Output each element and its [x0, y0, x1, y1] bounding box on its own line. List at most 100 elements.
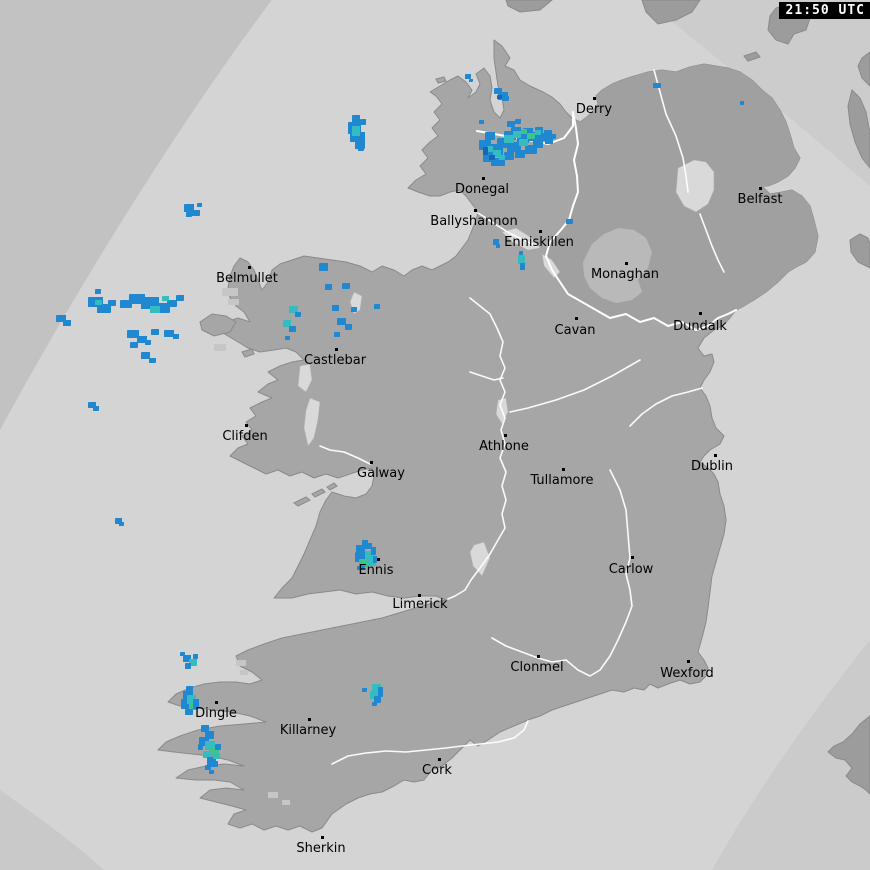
radar-echo-cell	[374, 304, 380, 309]
radar-echo-cell	[345, 324, 352, 330]
radar-echo-cell	[201, 725, 209, 732]
city-dot-killarney	[308, 718, 311, 721]
city-label-clifden: Clifden	[222, 429, 268, 444]
city-dot-tullamore	[562, 468, 565, 471]
lough-mask	[297, 363, 313, 393]
river-shannon	[447, 297, 507, 600]
radar-echo-cell	[211, 761, 218, 767]
city-dot-belmullet	[248, 266, 251, 269]
radar-echo-cell	[504, 152, 514, 160]
scottish-isle	[641, 0, 701, 25]
lough-derg	[469, 541, 491, 577]
radar-echo-cell	[740, 101, 744, 105]
radar-echo-cell	[173, 334, 179, 339]
radar-echo-cell	[504, 135, 514, 143]
radar-echo-cell	[519, 251, 523, 255]
radar-echo-cell	[362, 540, 368, 545]
radar-echo-cell	[285, 336, 290, 340]
aran-island	[311, 488, 326, 498]
radar-echo-cell	[521, 129, 527, 134]
river-boyne	[629, 387, 703, 427]
city-label-dundalk: Dundalk	[673, 319, 727, 334]
radar-echo-cell	[325, 284, 332, 290]
galloway-coast	[849, 233, 870, 269]
rathlin-island	[743, 51, 761, 62]
radar-echo-cell	[332, 305, 339, 311]
city-dot-enniskillen	[539, 230, 542, 233]
city-label-ballyshannon: Ballyshannon	[430, 214, 518, 229]
radar-echo-cell	[198, 744, 203, 750]
radar-echo-cell	[334, 332, 340, 337]
city-dot-wexford	[687, 660, 690, 663]
radar-echo-cell	[550, 134, 556, 139]
radar-echo-cell	[209, 770, 214, 774]
radar-echo-cell	[487, 146, 493, 152]
radar-echo-cell	[507, 142, 521, 152]
radar-echo-cell	[465, 74, 471, 79]
radar-echo-cell	[525, 145, 537, 154]
aran-island	[293, 496, 311, 507]
radar-echo-cell	[493, 239, 499, 245]
radar-echo-cell	[342, 283, 350, 289]
river-lines	[319, 69, 725, 765]
radar-echo-cell	[513, 131, 521, 138]
radar-echo-cell	[485, 132, 495, 140]
city-label-castlebar: Castlebar	[303, 353, 367, 368]
radar-echo-cell	[137, 336, 147, 343]
radar-echo-cell	[566, 219, 573, 224]
radar-echo-cell	[519, 139, 528, 146]
city-dot-monaghan	[625, 262, 628, 265]
city-dot-carlow	[631, 556, 634, 559]
radar-echo-cell	[374, 696, 381, 703]
city-label-dublin: Dublin	[691, 459, 733, 474]
radar-range-edge-southwest	[0, 790, 104, 870]
clare-island	[241, 348, 255, 358]
radar-echo-cell	[97, 304, 111, 313]
city-dot-castlebar	[335, 348, 338, 351]
achill-island	[199, 313, 237, 337]
city-label-wexford: Wexford	[660, 666, 714, 681]
city-label-tullamore: Tullamore	[530, 473, 594, 488]
city-label-athlone: Athlone	[479, 439, 529, 454]
city-label-clonmel: Clonmel	[510, 660, 564, 675]
radar-echo-cell	[193, 699, 199, 709]
radar-echo-cell	[127, 330, 139, 338]
radar-echo-cell	[176, 295, 184, 301]
radar-echo-cell	[371, 547, 376, 555]
city-label-dingle: Dingle	[195, 706, 237, 721]
radar-range-edge-northeast	[645, 0, 870, 186]
radar-echo-cell	[145, 340, 151, 345]
city-dot-galway	[370, 461, 373, 464]
radar-echo-cell	[205, 765, 211, 770]
city-label-carlow: Carlow	[608, 562, 654, 577]
radar-echo-cell	[653, 83, 661, 88]
radar-echo-cell	[151, 329, 159, 335]
radar-echo-cell	[186, 686, 193, 692]
radar-echo-cell	[356, 545, 365, 552]
radar-echo-cell	[213, 753, 220, 759]
radar-echo-cell	[167, 300, 177, 307]
city-dot-dundalk	[699, 312, 702, 315]
uk-coastlines	[505, 0, 870, 795]
kintyre-peninsula	[847, 89, 870, 169]
radar-echo-cell	[527, 133, 535, 139]
radar-echo-cell	[497, 95, 502, 99]
radar-echo-cell	[162, 296, 169, 301]
radar-echo-cell	[95, 300, 102, 305]
radar-echo-cell	[289, 326, 296, 332]
radar-echo-cell	[149, 358, 156, 363]
radar-echo-cell	[357, 566, 365, 570]
wales-coast	[827, 715, 870, 795]
city-dot-sherkin	[321, 836, 324, 839]
radar-echo-cell	[359, 559, 369, 567]
radar-echo-cell	[362, 688, 367, 692]
radar-echo-cell	[358, 147, 364, 151]
river-suir	[491, 637, 567, 663]
radar-echo-cell	[352, 115, 360, 123]
radar-echo-cell	[535, 130, 541, 135]
tory-island	[435, 76, 447, 84]
radar-echo-cell	[337, 318, 346, 325]
no-coverage-patch	[583, 228, 652, 303]
radar-echo-cell	[197, 203, 202, 207]
